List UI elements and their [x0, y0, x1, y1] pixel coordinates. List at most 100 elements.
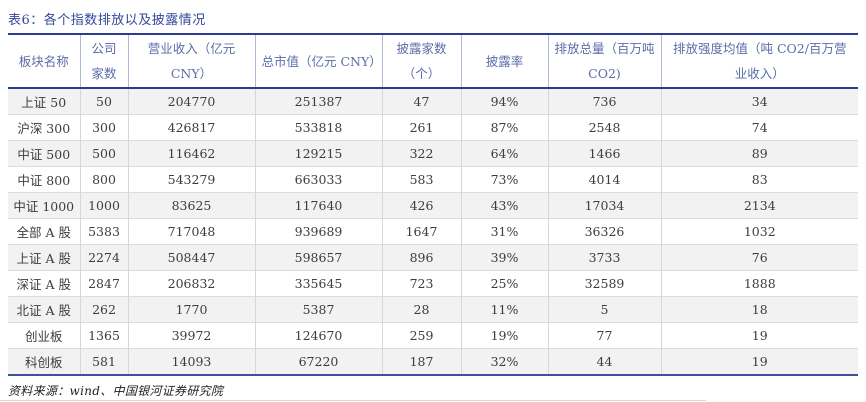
value-cell: 206832	[127, 270, 255, 297]
value-cell: 335645	[254, 270, 382, 297]
value-cell: 5383	[79, 218, 128, 245]
source-note: 资料来源：wind、中国银河证券研究院	[8, 384, 224, 398]
value-cell: 663033	[254, 166, 382, 193]
value-cell: 261	[381, 114, 461, 141]
index-emissions-table: 板块名称 公司家数 营业收入（亿元 CNY） 总市值（亿元 CNY） 披露家数（…	[8, 33, 858, 376]
col-header-market-cap: 总市值（亿元 CNY）	[254, 34, 382, 89]
value-cell: 89	[660, 140, 858, 167]
value-cell: 73%	[460, 166, 548, 193]
index-name-cell: 上证 A 股	[8, 244, 80, 271]
table-row: 中证 500 500 116462 129215 322 64% 1466 89	[8, 140, 858, 167]
index-name-cell: 中证 800	[8, 166, 80, 193]
index-name-cell: 深证 A 股	[8, 270, 80, 297]
value-cell: 1000	[79, 192, 128, 219]
value-cell: 508447	[127, 244, 255, 271]
value-cell: 25%	[460, 270, 548, 297]
index-name-cell: 创业板	[8, 322, 80, 349]
value-cell: 1770	[127, 296, 255, 323]
value-cell: 939689	[254, 218, 382, 245]
value-cell: 28	[381, 296, 461, 323]
value-cell: 76	[660, 244, 858, 271]
value-cell: 1365	[79, 322, 128, 349]
value-cell: 32%	[460, 348, 548, 375]
value-cell: 736	[547, 88, 661, 115]
table-title: 表6：各个指数排放以及披露情况	[8, 13, 206, 28]
col-header-disclosure-rate: 披露率	[460, 34, 548, 89]
value-cell: 2847	[79, 270, 128, 297]
value-cell: 11%	[460, 296, 548, 323]
value-cell: 2548	[547, 114, 661, 141]
value-cell: 19	[660, 322, 858, 349]
table-row: 中证 1000 1000 83625 117640 426 43% 17034 2134	[8, 192, 858, 219]
value-cell: 39%	[460, 244, 548, 271]
value-cell: 896	[381, 244, 461, 271]
value-cell: 32589	[547, 270, 661, 297]
value-cell: 300	[79, 114, 128, 141]
index-name-cell: 科创板	[8, 348, 80, 375]
table-row: 中证 800 800 543279 663033 583 73% 4014 83	[8, 166, 858, 193]
value-cell: 583	[381, 166, 461, 193]
value-cell: 1466	[547, 140, 661, 167]
value-cell: 500	[79, 140, 128, 167]
col-header-disclosed-count: 披露家数（个）	[381, 34, 461, 89]
col-header-company-count: 公司家数	[79, 34, 128, 89]
col-header-emission-intensity: 排放强度均值（吨 CO2/百万营业收入）	[660, 34, 858, 89]
value-cell: 2274	[79, 244, 128, 271]
value-cell: 187	[381, 348, 461, 375]
index-name-cell: 中证 1000	[8, 192, 80, 219]
index-name-cell: 沪深 300	[8, 114, 80, 141]
value-cell: 83625	[127, 192, 255, 219]
value-cell: 116462	[127, 140, 255, 167]
table-row: 科创板 581 14093 67220 187 32% 44 19	[8, 348, 858, 375]
table-header: 板块名称 公司家数 营业收入（亿元 CNY） 总市值（亿元 CNY） 披露家数（…	[8, 34, 858, 89]
index-name-cell: 中证 500	[8, 140, 80, 167]
value-cell: 47	[381, 88, 461, 115]
value-cell: 533818	[254, 114, 382, 141]
table-row: 上证 50 50 204770 251387 47 94% 736 34	[8, 88, 858, 115]
col-header-total-emissions: 排放总量（百万吨 CO2)	[547, 34, 661, 89]
table-row: 创业板 1365 39972 124670 259 19% 77 19	[8, 322, 858, 349]
value-cell: 94%	[460, 88, 548, 115]
value-cell: 34	[660, 88, 858, 115]
value-cell: 39972	[127, 322, 255, 349]
value-cell: 36326	[547, 218, 661, 245]
value-cell: 426817	[127, 114, 255, 141]
value-cell: 717048	[127, 218, 255, 245]
table-row: 北证 A 股 262 1770 5387 28 11% 5 18	[8, 296, 858, 323]
value-cell: 426	[381, 192, 461, 219]
value-cell: 74	[660, 114, 858, 141]
value-cell: 543279	[127, 166, 255, 193]
value-cell: 19	[660, 348, 858, 375]
value-cell: 67220	[254, 348, 382, 375]
value-cell: 3733	[547, 244, 661, 271]
value-cell: 5387	[254, 296, 382, 323]
value-cell: 44	[547, 348, 661, 375]
table-row: 全部 A 股 5383 717048 939689 1647 31% 36326 1032	[8, 218, 858, 245]
page-bottom-divider	[0, 400, 706, 401]
value-cell: 124670	[254, 322, 382, 349]
value-cell: 723	[381, 270, 461, 297]
index-name-cell: 全部 A 股	[8, 218, 80, 245]
value-cell: 5	[547, 296, 661, 323]
value-cell: 87%	[460, 114, 548, 141]
value-cell: 50	[79, 88, 128, 115]
value-cell: 322	[381, 140, 461, 167]
value-cell: 4014	[547, 166, 661, 193]
value-cell: 43%	[460, 192, 548, 219]
col-header-revenue: 营业收入（亿元 CNY）	[127, 34, 255, 89]
value-cell: 117640	[254, 192, 382, 219]
value-cell: 77	[547, 322, 661, 349]
value-cell: 204770	[127, 88, 255, 115]
value-cell: 581	[79, 348, 128, 375]
value-cell: 17034	[547, 192, 661, 219]
value-cell: 598657	[254, 244, 382, 271]
value-cell: 18	[660, 296, 858, 323]
table-body: 上证 50 50 204770 251387 47 94% 736 34 沪深 300 300 42…	[8, 88, 858, 375]
value-cell: 31%	[460, 218, 548, 245]
value-cell: 251387	[254, 88, 382, 115]
value-cell: 83	[660, 166, 858, 193]
value-cell: 2134	[660, 192, 858, 219]
header-row: 板块名称 公司家数 营业收入（亿元 CNY） 总市值（亿元 CNY） 披露家数（…	[8, 34, 858, 89]
value-cell: 800	[79, 166, 128, 193]
